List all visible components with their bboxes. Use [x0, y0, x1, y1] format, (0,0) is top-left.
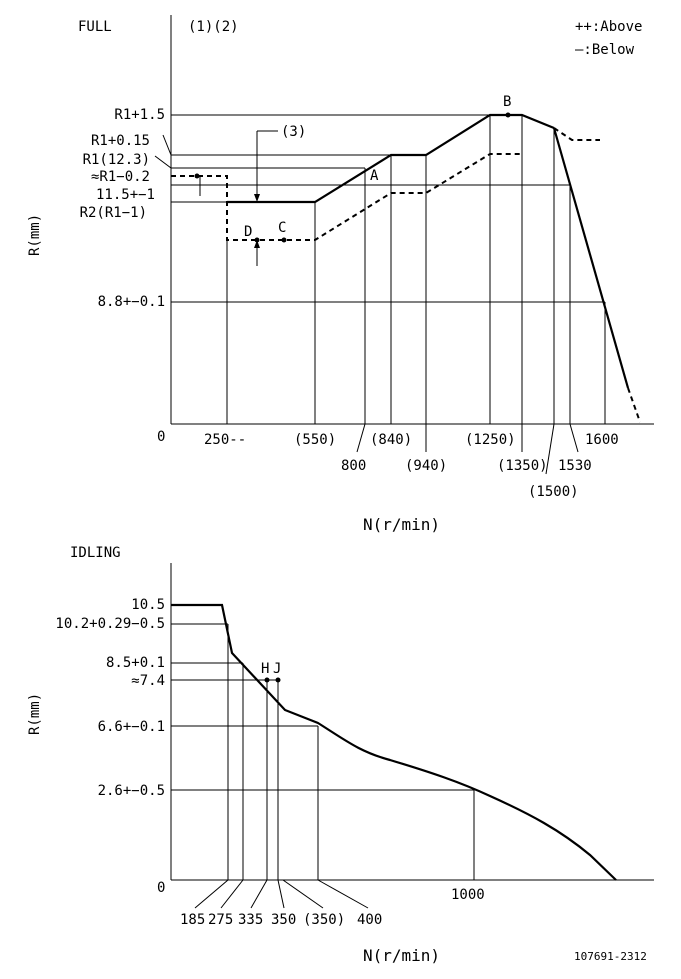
svg-text:(940): (940)	[405, 458, 447, 474]
full-lower-curve	[171, 153, 522, 241]
svg-text:≈7.4: ≈7.4	[131, 673, 165, 689]
point-j-label: J	[273, 661, 281, 677]
svg-text:185: 185	[180, 912, 205, 928]
svg-text:400: 400	[357, 912, 382, 928]
svg-text:R1(12.3): R1(12.3)	[83, 152, 150, 168]
full-x-leader-lines	[356, 423, 579, 475]
idling-x-labels: 185 275 335 350 (350) 400 1000	[180, 887, 485, 928]
svg-text:8.8+−0.1: 8.8+−0.1	[98, 294, 165, 310]
point-b-label: B	[503, 94, 511, 110]
drawing-number: 107691-2312	[574, 950, 647, 963]
full-y-leader-lines	[154, 134, 172, 169]
idling-y-axis-label: R(mm)	[27, 693, 43, 735]
idling-title: IDLING	[70, 545, 121, 561]
svg-text:≈R1−0.2: ≈R1−0.2	[91, 169, 150, 185]
idling-vertical-reference-lines	[227, 624, 475, 880]
svg-text:(1350): (1350)	[497, 458, 548, 474]
full-droop-line	[552, 127, 630, 389]
svg-text:(1250): (1250)	[465, 432, 516, 448]
svg-text:335: 335	[238, 912, 263, 928]
svg-text:350: 350	[271, 912, 296, 928]
svg-text:8.5+0.1: 8.5+0.1	[106, 655, 165, 671]
full-horizontal-reference-lines	[171, 114, 605, 303]
full-origin-label: 0	[157, 429, 165, 445]
idling-origin-label: 0	[157, 880, 165, 896]
full-x-axis-label: N(r/min)	[363, 515, 440, 534]
svg-text:1530: 1530	[558, 458, 592, 474]
svg-text:R2(R1−1): R2(R1−1)	[80, 205, 147, 221]
point-h-label: H	[261, 661, 269, 677]
full-droop-dashed-tail	[627, 387, 641, 423]
svg-text:(550): (550)	[294, 432, 336, 448]
svg-text:(1500): (1500)	[528, 484, 579, 500]
callout-3-arrowhead-bottom	[254, 240, 260, 248]
point-c-dot	[281, 237, 287, 243]
full-refs: (1)(2)	[188, 19, 239, 35]
idling-curve	[171, 603, 617, 881]
idling-x-leader-lines	[194, 879, 369, 909]
svg-text:1600: 1600	[585, 432, 619, 448]
idling-horizontal-reference-lines	[171, 623, 474, 791]
svg-text:11.5+−1: 11.5+−1	[96, 187, 155, 203]
point-c-label: C	[278, 220, 286, 236]
svg-text:275: 275	[208, 912, 233, 928]
point-i-dot	[194, 173, 200, 179]
svg-text:800: 800	[341, 458, 366, 474]
legend-above: ++:Above	[575, 19, 642, 35]
point-b-dot	[505, 112, 511, 118]
full-y-axis-label: R(mm)	[27, 214, 43, 256]
svg-text:R1+0.15: R1+0.15	[91, 133, 150, 149]
idling-x-axis-label: N(r/min)	[363, 946, 440, 965]
point-h-dot	[264, 677, 270, 683]
point-a-label: A	[370, 168, 379, 184]
svg-text:R1+1.5: R1+1.5	[114, 107, 165, 123]
full-y-labels: R1+1.5 R1+0.15 R1(12.3) ≈R1−0.2 11.5+−1 …	[80, 107, 165, 310]
svg-text:6.6+−0.1: 6.6+−0.1	[98, 719, 165, 735]
full-vertical-reference-lines	[226, 115, 606, 424]
svg-text:10.5: 10.5	[131, 597, 165, 613]
svg-text:250--: 250--	[204, 432, 246, 448]
legend-below: —:Below	[575, 42, 635, 58]
full-title: FULL	[78, 19, 112, 35]
full-x-labels: 250-- (550) 800 (840) (940) (1250) (1350…	[204, 432, 619, 500]
full-upper-dashed-tail	[553, 127, 600, 141]
point-d-label: D	[244, 224, 252, 240]
full-upper-curve	[227, 113, 555, 204]
idling-y-labels: 10.5 10.2+0.29−0.5 8.5+0.1 ≈7.4 6.6+−0.1…	[55, 597, 165, 799]
callout-3-label: (3)	[281, 124, 306, 140]
point-d-dot	[254, 237, 260, 243]
callout-3-arrowhead-top	[254, 194, 260, 202]
svg-text:1000: 1000	[451, 887, 485, 903]
svg-text:(350): (350)	[303, 912, 345, 928]
svg-text:10.2+0.29−0.5: 10.2+0.29−0.5	[55, 616, 165, 632]
point-j-dot	[275, 677, 281, 683]
svg-text:2.6+−0.5: 2.6+−0.5	[98, 783, 165, 799]
svg-text:(840): (840)	[370, 432, 412, 448]
